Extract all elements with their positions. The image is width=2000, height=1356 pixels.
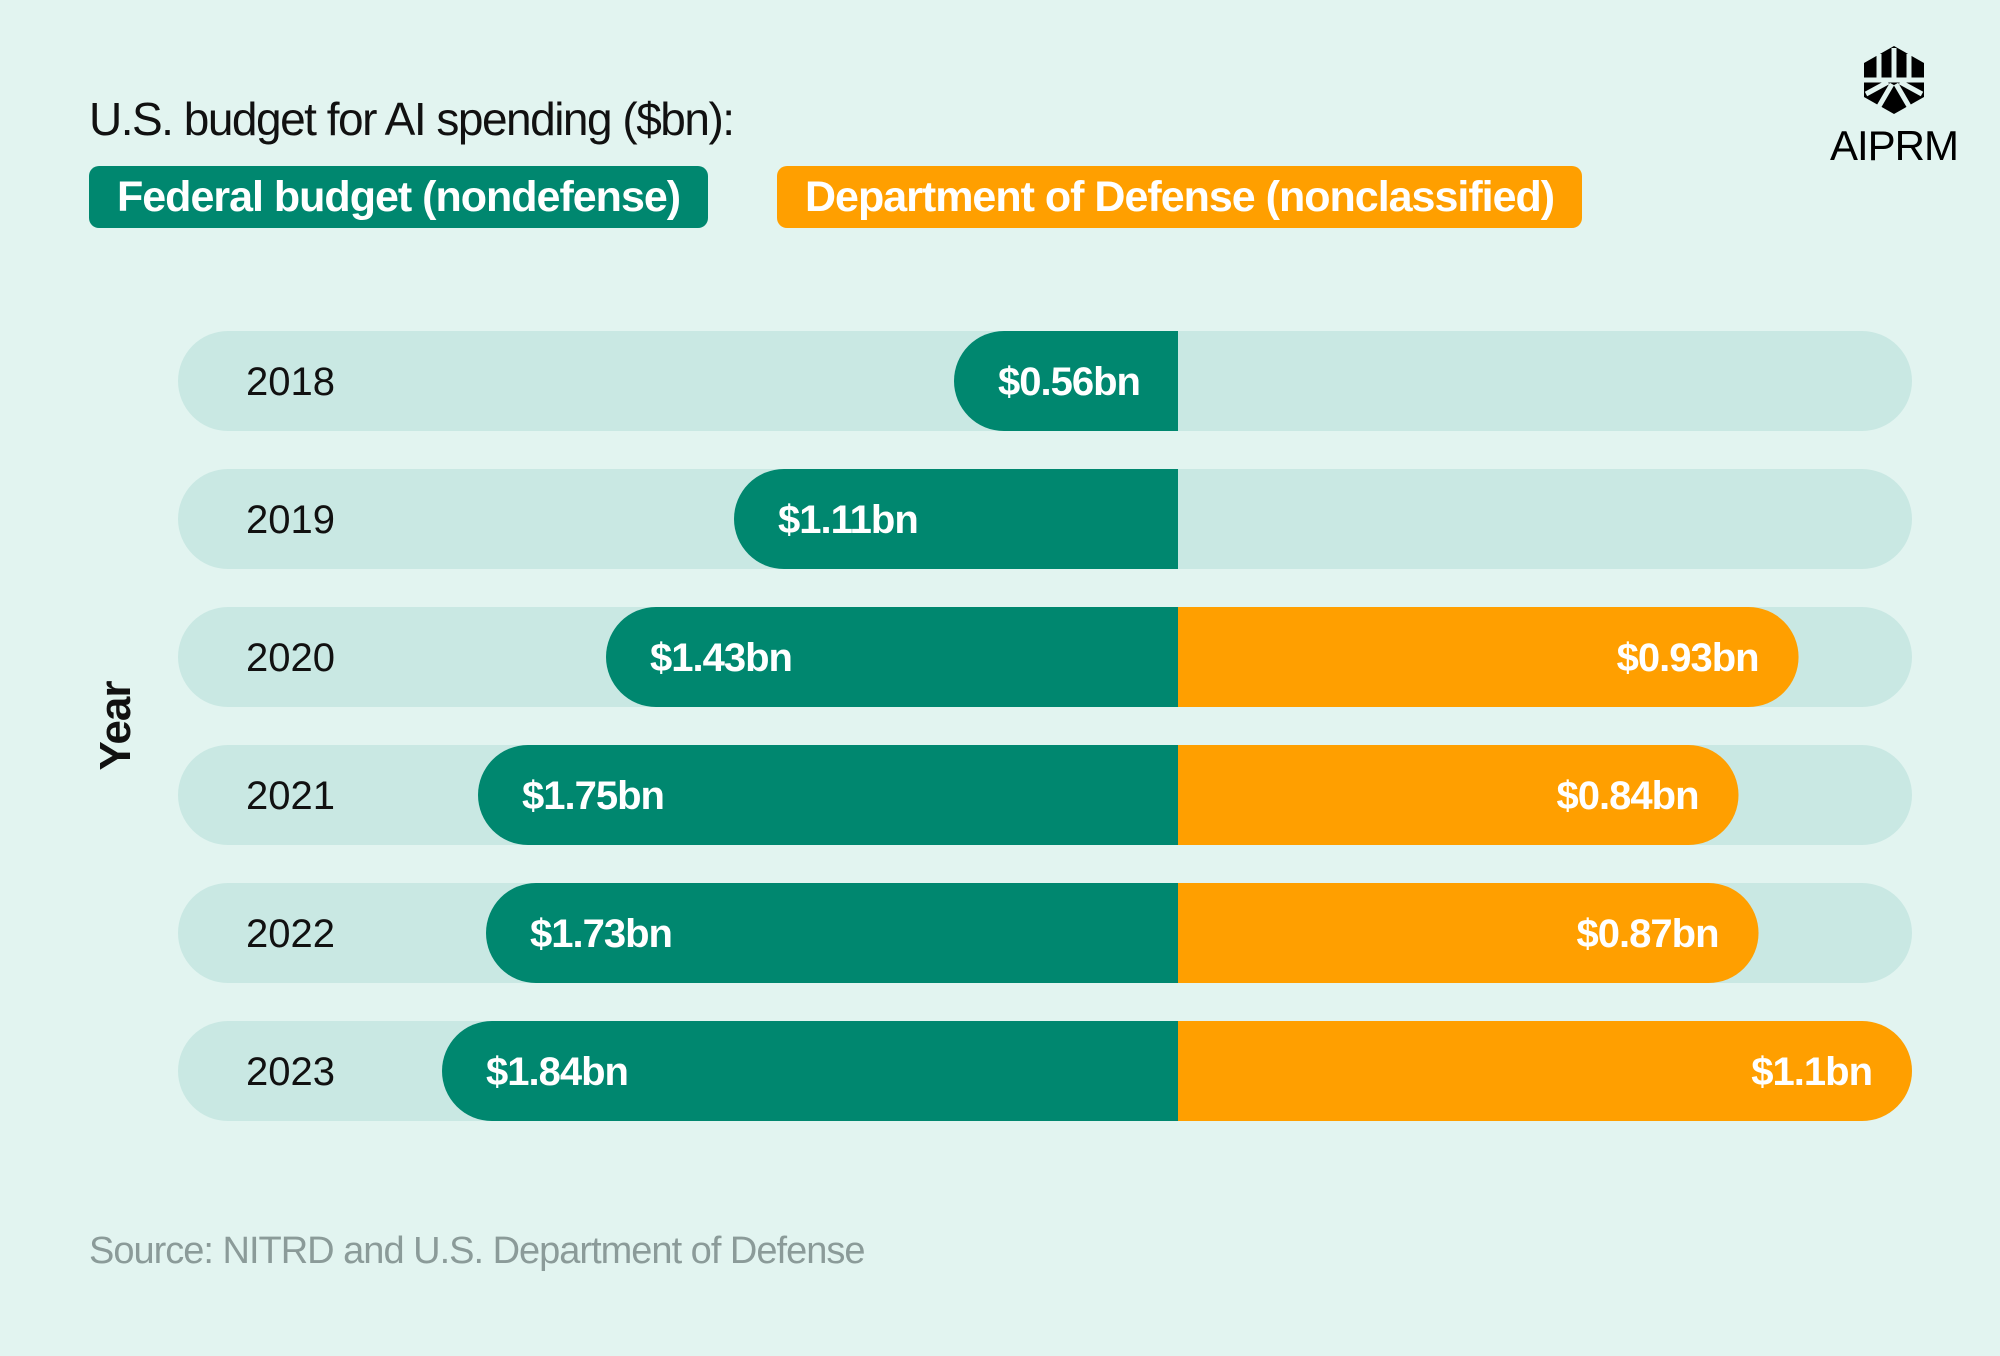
federal-value-label: $1.75bn	[522, 774, 664, 818]
defense-bar	[1178, 1021, 1912, 1121]
defense-bar	[1178, 607, 1799, 707]
defense-value-label: $0.84bn	[1557, 774, 1699, 818]
federal-bar	[478, 745, 1178, 845]
defense-bar	[1178, 883, 1759, 983]
federal-bar	[606, 607, 1178, 707]
federal-value-label: $1.84bn	[486, 1050, 628, 1094]
federal-value-label: $1.11bn	[778, 498, 918, 542]
federal-value-label: $0.56bn	[998, 360, 1140, 404]
chart-title: U.S. budget for AI spending ($bn):	[89, 93, 735, 145]
aiprm-logo: AIPRM	[1818, 44, 1970, 170]
federal-bar	[442, 1021, 1178, 1121]
source-note: Source: NITRD and U.S. Department of Def…	[89, 1230, 865, 1272]
federal-value-label: $1.73bn	[530, 912, 672, 956]
defense-value-label: $0.93bn	[1617, 636, 1759, 680]
federal-value-label: $1.43bn	[650, 636, 792, 680]
year-tick-label: 2023	[246, 1050, 335, 1094]
year-tick-label: 2019	[246, 498, 335, 542]
federal-bar	[486, 883, 1178, 983]
year-tick-label: 2022	[246, 912, 335, 956]
year-tick-label: 2021	[246, 774, 335, 818]
defense-value-label: $1.1bn	[1751, 1050, 1872, 1094]
legend-federal: Federal budget (nondefense)	[89, 166, 709, 228]
logo-text: AIPRM	[1829, 122, 1959, 169]
defense-bar	[1178, 745, 1739, 845]
defense-value-label: $0.87bn	[1577, 912, 1719, 956]
federal-bar	[954, 331, 1178, 431]
legend-defense: Department of Defense (nonclassified)	[777, 166, 1583, 228]
year-tick-label: 2018	[246, 360, 335, 404]
year-tick-label: 2020	[246, 636, 335, 680]
aiprm-logo-icon	[1864, 46, 1924, 114]
federal-bar	[734, 469, 1178, 569]
